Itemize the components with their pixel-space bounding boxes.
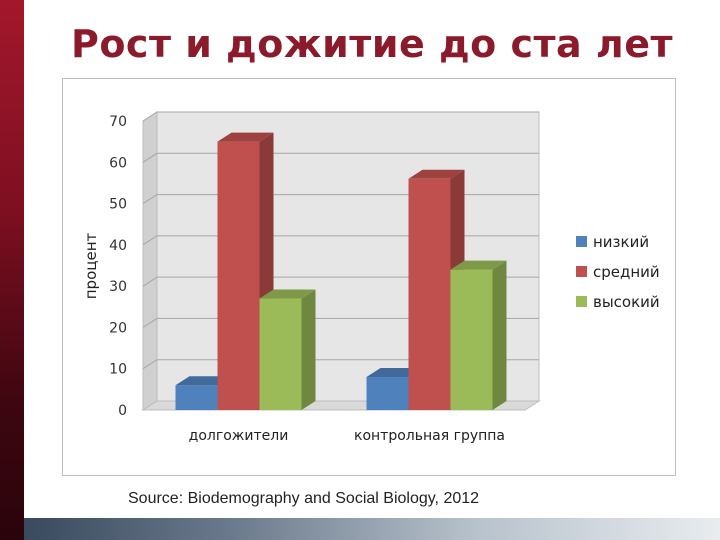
x-category-label: долгожители [189,428,289,444]
chart-frame: 0 10 20 30 40 50 60 70 процент долгожители контрол… [62,78,676,476]
y-tick-label: 40 [109,238,127,254]
bar-front [175,385,218,410]
legend-label: высокий [593,293,660,311]
bar-chart: 0 10 20 30 40 50 60 70 процент долгожители контрол… [82,111,660,444]
y-tick-label: 70 [109,114,127,130]
bar-front [259,298,302,410]
bar-front [366,376,409,410]
y-tick-label: 60 [109,155,127,171]
bar-top [217,132,274,142]
legend-swatch [576,266,587,277]
y-axis-label: процент [82,232,100,299]
legend-label: средний [593,263,660,281]
y-tick-label: 50 [109,197,127,213]
bottom-accent-band [24,518,720,540]
y-tick-label: 20 [109,320,127,336]
x-category-label: контрольная группа [354,428,505,444]
bar-top [259,289,316,299]
bar-front [408,178,451,410]
bar-front [450,269,493,410]
bar-front [217,141,260,410]
gridline [142,111,539,122]
left-accent-band [0,0,24,540]
y-tick-label: 10 [109,362,127,378]
gridline [142,152,539,163]
legend-label: низкий [593,233,649,251]
bar-top [450,260,507,270]
bar-side [301,289,316,410]
legend-swatch [576,296,587,307]
slide-title: Рост и дожитие до ста лет [70,22,674,66]
legend-swatch [576,236,587,247]
y-tick-label: 0 [118,403,127,419]
y-tick-label: 30 [109,279,127,295]
bar-top [408,169,465,179]
plot-side-wall [142,111,158,411]
bar-side [492,260,507,410]
source-caption: Source: Biodemography and Social Biology… [128,490,480,507]
